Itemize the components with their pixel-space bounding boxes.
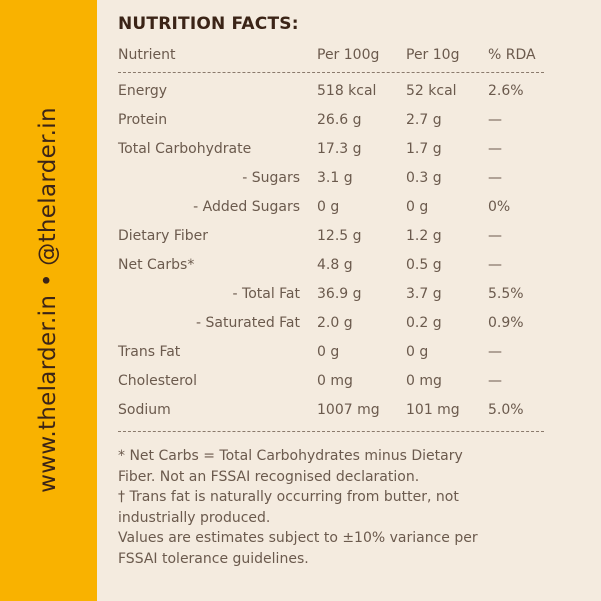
footnote-line: industrially produced. — [118, 509, 271, 526]
footnote-line: * Net Carbs = Total Carbohydrates minus … — [118, 448, 463, 464]
footer-divider — [118, 431, 544, 432]
per-10g-value: 1.2 g — [406, 228, 442, 244]
header-per-10g: Per 10g — [406, 47, 460, 63]
nutrition-panel: NUTRITION FACTS: Nutrient Per 100g Per 1… — [118, 14, 546, 569]
nutrient-name: - Total Fat — [232, 286, 300, 302]
footnotes: * Net Carbs = Total Carbohydrates minus … — [118, 446, 538, 569]
per-100g-value: 0 mg — [317, 373, 353, 389]
nutrient-name: Protein — [118, 112, 168, 128]
nutrient-name: Cholesterol — [118, 373, 198, 389]
table-header: Nutrient Per 100g Per 10g % RDA — [118, 41, 546, 69]
per-10g-value: 0.3 g — [406, 170, 442, 186]
brand-sidebar: www.thelarder.in • @thelarder.in — [0, 0, 97, 601]
nutrition-title: NUTRITION FACTS: — [118, 14, 299, 34]
rda-value: — — [488, 141, 502, 157]
per-10g-value: 0 g — [406, 199, 429, 215]
per-100g-value: 3.1 g — [317, 170, 353, 186]
rda-value: 5.0% — [488, 402, 524, 418]
table-row: Protein 26.6 g 2.7 g — — [118, 106, 546, 135]
footnote-line: FSSAI tolerance guidelines. — [118, 550, 309, 567]
table-row: Cholesterol 0 mg 0 mg — — [118, 367, 546, 396]
nutrient-name: Sodium — [118, 402, 171, 418]
header-rda: % RDA — [488, 47, 536, 63]
nutrient-name: Total Carbohydrate — [118, 141, 252, 157]
table-row: Dietary Fiber 12.5 g 1.2 g — — [118, 222, 546, 251]
footnote-line: Fiber. Not an FSSAI recognised declarati… — [118, 468, 420, 485]
per-10g-value: 0.2 g — [406, 315, 442, 331]
per-100g-value: 518 kcal — [317, 83, 377, 99]
nutrient-name: Net Carbs* — [118, 257, 195, 273]
rda-value: — — [488, 112, 502, 128]
rda-value: — — [488, 257, 502, 273]
table-row: - Total Fat 36.9 g 3.7 g 5.5% — [118, 280, 546, 309]
per-10g-value: 0.5 g — [406, 257, 442, 273]
per-100g-value: 0 g — [317, 344, 340, 360]
nutrient-name: - Sugars — [242, 170, 300, 186]
nutrient-name: Trans Fat — [118, 344, 181, 360]
per-100g-value: 12.5 g — [317, 228, 362, 244]
rda-value: — — [488, 373, 502, 389]
per-100g-value: 1007 mg — [317, 402, 380, 418]
table-row: Sodium 1007 mg 101 mg 5.0% — [118, 396, 546, 425]
per-100g-value: 36.9 g — [317, 286, 362, 302]
per-10g-value: 1.7 g — [406, 141, 442, 157]
table-row: Total Carbohydrate 17.3 g 1.7 g — — [118, 135, 546, 164]
header-divider — [118, 72, 544, 73]
per-10g-value: 0 g — [406, 344, 429, 360]
nutrient-name: Energy — [118, 83, 168, 99]
table-row: - Added Sugars 0 g 0 g 0% — [118, 193, 546, 222]
website-handle-text: www.thelarder.in • @thelarder.in — [35, 107, 61, 493]
table-row: Energy 518 kcal 52 kcal 2.6% — [118, 77, 546, 106]
header-per-100g: Per 100g — [317, 47, 380, 63]
rda-value: — — [488, 228, 502, 244]
rda-value: 0.9% — [488, 315, 524, 331]
table-row: Trans Fat 0 g 0 g — — [118, 338, 546, 367]
rda-value: — — [488, 170, 502, 186]
nutrient-name: - Saturated Fat — [196, 315, 300, 331]
per-100g-value: 26.6 g — [317, 112, 362, 128]
per-10g-value: 101 mg — [406, 402, 460, 418]
table-row: - Sugars 3.1 g 0.3 g — — [118, 164, 546, 193]
per-100g-value: 4.8 g — [317, 257, 353, 273]
per-100g-value: 17.3 g — [317, 141, 362, 157]
footnote-line: Values are estimates subject to ±10% var… — [118, 530, 478, 546]
rda-value: 5.5% — [488, 286, 524, 302]
table-row: - Saturated Fat 2.0 g 0.2 g 0.9% — [118, 309, 546, 338]
per-10g-value: 2.7 g — [406, 112, 442, 128]
per-100g-value: 2.0 g — [317, 315, 353, 331]
table-row: Net Carbs* 4.8 g 0.5 g — — [118, 251, 546, 280]
nutrient-name: Dietary Fiber — [118, 228, 209, 244]
per-10g-value: 3.7 g — [406, 286, 442, 302]
per-100g-value: 0 g — [317, 199, 340, 215]
rda-value: — — [488, 344, 502, 360]
per-10g-value: 52 kcal — [406, 83, 457, 99]
rda-value: 2.6% — [488, 83, 524, 99]
rda-value: 0% — [488, 199, 511, 215]
header-nutrient: Nutrient — [118, 47, 176, 63]
footnote-line: † Trans fat is naturally occurring from … — [118, 489, 459, 505]
per-10g-value: 0 mg — [406, 373, 442, 389]
nutrient-name: - Added Sugars — [193, 199, 300, 215]
